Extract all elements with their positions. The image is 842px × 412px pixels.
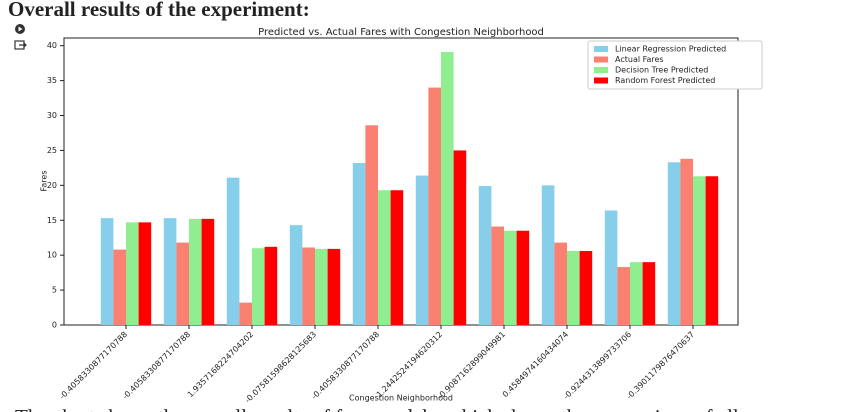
bar	[352, 162, 366, 325]
bar	[705, 176, 719, 325]
chart-title: Predicted vs. Actual Fares with Congesti…	[258, 27, 544, 38]
bar	[176, 242, 189, 325]
legend-swatch	[594, 46, 608, 52]
bar	[264, 246, 278, 325]
x-tick-label: -0.4058330877170788	[310, 330, 381, 401]
bar	[100, 218, 114, 325]
y-tick-label: 15	[47, 216, 57, 225]
y-tick-label: 40	[47, 41, 57, 50]
y-tick-label: 30	[47, 111, 57, 120]
legend-swatch	[594, 67, 608, 73]
run-icon[interactable]	[15, 24, 25, 34]
footer-text: The chart shows the overall results of f…	[15, 405, 739, 412]
legend-label: Linear Regression Predicted	[615, 45, 726, 54]
y-tick-label: 5	[52, 286, 57, 295]
bar	[642, 262, 656, 325]
bar	[189, 218, 202, 325]
bar	[579, 250, 593, 325]
bar	[680, 158, 693, 325]
legend-box	[587, 40, 763, 90]
bar	[554, 242, 567, 325]
x-tick-label: -0.07581598628125683	[243, 330, 318, 405]
bar	[302, 247, 315, 325]
bar	[693, 176, 706, 325]
legend-swatch	[594, 77, 608, 84]
legend-label: Decision Tree Predicted	[615, 66, 708, 75]
bar	[226, 177, 240, 325]
bar	[491, 226, 504, 325]
bar	[252, 248, 265, 325]
x-tick-label: -0.4058330877170788	[58, 330, 129, 401]
bar	[289, 225, 303, 325]
bar	[126, 222, 139, 325]
bar	[390, 190, 404, 325]
bar	[163, 218, 177, 325]
bar	[138, 222, 152, 325]
bar	[667, 162, 681, 325]
y-tick-label: 25	[47, 146, 57, 155]
y-tick-label: 10	[47, 251, 57, 260]
x-tick-label: 1.9357168224704202	[186, 330, 255, 399]
bar	[327, 248, 341, 325]
y-axis-label: Fares	[40, 171, 49, 192]
bar	[541, 185, 555, 325]
bar	[201, 218, 215, 325]
bar	[516, 230, 530, 325]
bar	[630, 262, 643, 325]
bar	[453, 150, 467, 325]
bar	[239, 302, 252, 325]
output-icon[interactable]	[14, 40, 27, 50]
x-axis-label: Congestion Neighborhood	[349, 394, 453, 403]
bar	[378, 190, 391, 325]
bar	[478, 186, 492, 325]
x-tick-label: -0.3901179876470637	[625, 330, 696, 401]
y-tick-label: 35	[47, 76, 57, 85]
x-tick-label: -0.9087162899049981	[436, 330, 507, 401]
bar	[504, 230, 517, 325]
y-tick-label: 0	[52, 321, 57, 330]
x-tick-label: -0.9244313899733706	[562, 330, 633, 401]
x-tick-label: -0.4058330877170788	[121, 330, 192, 401]
bar	[441, 51, 454, 325]
legend-swatch	[594, 56, 608, 63]
bar	[415, 175, 429, 325]
legend-label: Actual Fares	[615, 55, 664, 64]
bar	[604, 210, 618, 325]
bar	[365, 125, 378, 325]
bar	[617, 267, 630, 325]
x-tick-label: 0.4584974160434074	[501, 330, 570, 399]
x-tick-label: 1.2442524194620312	[375, 330, 444, 399]
heading: Overall results of the experiment:	[8, 0, 310, 21]
y-tick-label: 20	[47, 181, 57, 190]
legend-label: Random Forest Predicted	[615, 76, 715, 85]
bar	[567, 250, 580, 325]
bar	[428, 87, 441, 326]
bar	[315, 248, 328, 325]
bar	[113, 249, 126, 325]
